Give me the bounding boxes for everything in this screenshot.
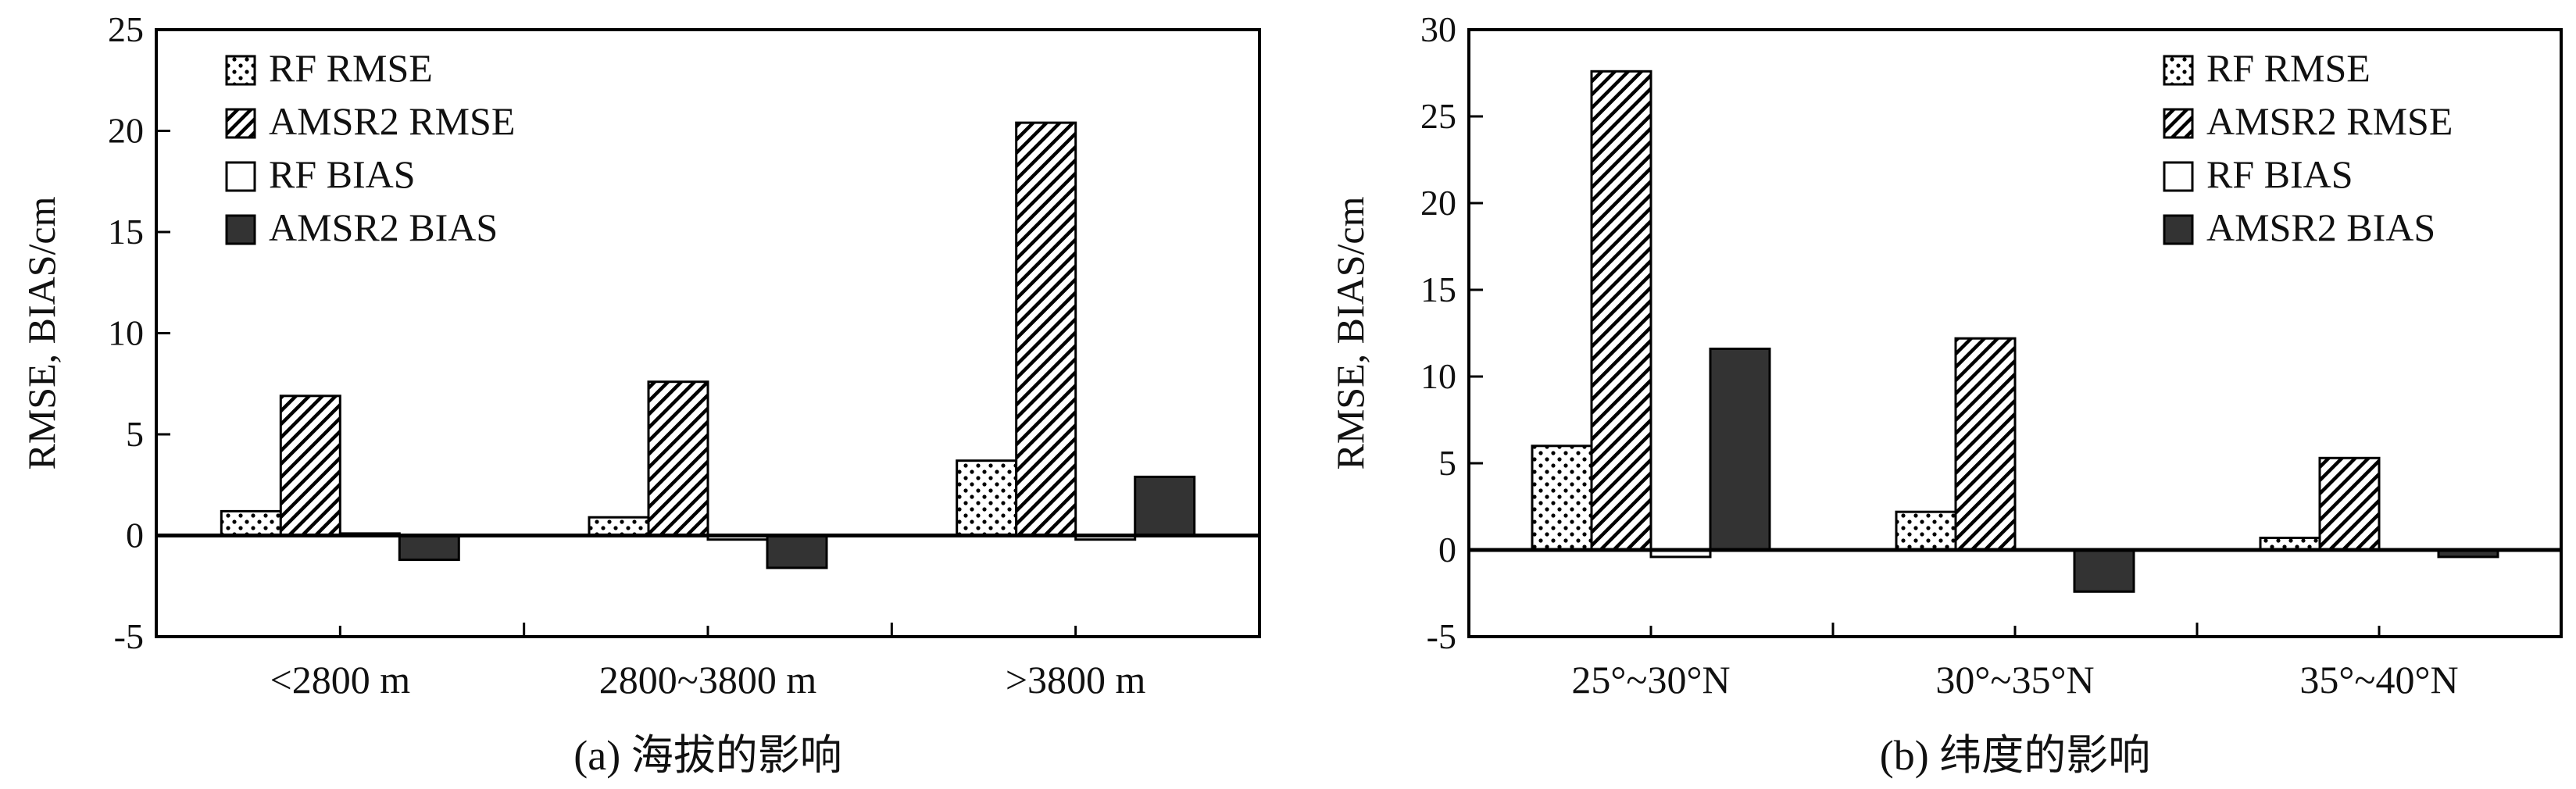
panel-caption: (a) 海拔的影响 bbox=[573, 732, 841, 779]
legend: RF RMSE AMSR2 RMSE RF BIAS AMSR2 BIAS bbox=[2163, 46, 2453, 249]
legend-label: RF RMSE bbox=[2206, 46, 2371, 90]
y-tick-label: 10 bbox=[1420, 356, 1456, 396]
legend-label: RF BIAS bbox=[2206, 152, 2353, 196]
y-tick-label: 20 bbox=[108, 111, 144, 151]
legend: RF RMSE AMSR2 RMSE RF BIAS AMSR2 BIAS bbox=[225, 46, 515, 249]
legend-swatch bbox=[225, 161, 256, 192]
legend-label: AMSR2 BIAS bbox=[2206, 205, 2435, 249]
bar bbox=[956, 459, 1018, 537]
bar bbox=[1590, 70, 1652, 552]
bar bbox=[1134, 475, 1196, 537]
y-tick-label: 15 bbox=[1420, 270, 1456, 309]
y-tick-label: 5 bbox=[126, 414, 144, 454]
x-category-label: 25°~30°N bbox=[1571, 658, 1730, 702]
bar bbox=[1015, 121, 1077, 537]
legend-swatch bbox=[2163, 55, 2194, 86]
panel-caption: (b) 纬度的影响 bbox=[1880, 732, 2150, 779]
y-tick-label: 10 bbox=[108, 313, 144, 353]
bar bbox=[1954, 337, 2017, 552]
y-tick-label: 15 bbox=[108, 212, 144, 252]
legend-label: RF RMSE bbox=[269, 46, 433, 90]
legend-label: AMSR2 RMSE bbox=[269, 99, 515, 143]
y-tick-label: -5 bbox=[114, 616, 144, 656]
x-category-label: 35°~40°N bbox=[2299, 658, 2458, 702]
y-tick-label: 25 bbox=[108, 9, 144, 49]
legend-swatch bbox=[2163, 161, 2194, 192]
legend-label: AMSR2 RMSE bbox=[2206, 99, 2453, 143]
y-tick-label: 0 bbox=[126, 516, 144, 555]
x-category-label: >3800 m bbox=[1006, 658, 1146, 702]
y-axis-title: RMSE, BIAS/cm bbox=[1328, 196, 1372, 469]
y-tick-label: 20 bbox=[1420, 183, 1456, 223]
legend-swatch bbox=[225, 55, 256, 86]
y-tick-label: 0 bbox=[1438, 530, 1456, 569]
x-category-label: 30°~35°N bbox=[1935, 658, 2094, 702]
legend-swatch bbox=[225, 214, 256, 245]
bar bbox=[220, 509, 282, 537]
bar bbox=[279, 394, 341, 537]
y-tick-label: 30 bbox=[1420, 9, 1456, 49]
y-tick-label: 5 bbox=[1438, 443, 1456, 483]
bar bbox=[766, 534, 828, 569]
bar bbox=[647, 380, 709, 537]
legend-swatch bbox=[225, 108, 256, 139]
y-axis-title: RMSE, BIAS/cm bbox=[20, 196, 63, 469]
legend-label: AMSR2 BIAS bbox=[269, 205, 498, 249]
x-category-label: <2800 m bbox=[270, 658, 411, 702]
bar bbox=[588, 516, 650, 537]
chart-panel-a: -5 0 5 10 15 20 25 <2800 m 2800~3800 m >3800 m RMS… bbox=[20, 9, 1261, 779]
legend-swatch bbox=[2163, 214, 2194, 245]
bar bbox=[2318, 456, 2381, 552]
bar bbox=[1895, 510, 1957, 552]
bar bbox=[1709, 348, 1771, 552]
x-category-label: 2800~3800 m bbox=[599, 658, 817, 702]
legend-label: RF BIAS bbox=[269, 152, 416, 196]
legend-swatch bbox=[2163, 108, 2194, 139]
chart-panel-b: -5 0 5 10 15 20 25 30 25°~30°N 30°~35°N 35°~40°N RM… bbox=[1328, 9, 2563, 779]
y-tick-label: 25 bbox=[1420, 96, 1456, 136]
y-tick-label: -5 bbox=[1427, 616, 1456, 656]
bar bbox=[398, 534, 460, 562]
bar bbox=[1531, 444, 1593, 552]
bar bbox=[2073, 548, 2135, 593]
